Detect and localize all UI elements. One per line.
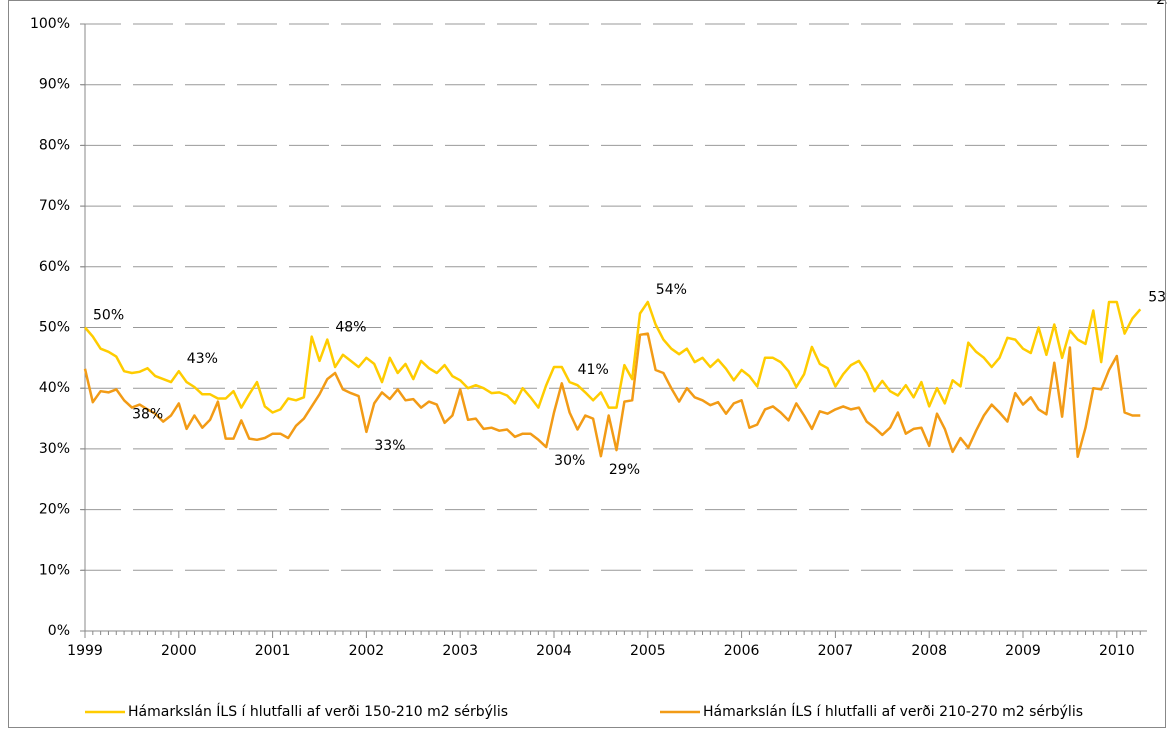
x-tick-label: 1999: [67, 643, 103, 659]
data-label: 53%: [1148, 289, 1167, 305]
series-line: [84, 300, 1142, 414]
x-tick-label: 2007: [818, 643, 854, 659]
x-tick-label: 2001: [255, 643, 291, 659]
data-label: 29%: [1156, 0, 1167, 8]
x-tick-label: 2009: [1005, 643, 1041, 659]
x-tick-label: 2003: [442, 643, 478, 659]
x-tick-label: 2006: [724, 643, 760, 659]
y-tick-label: 80%: [39, 137, 70, 153]
x-tick-label: 2000: [161, 643, 197, 659]
data-label: 38%: [132, 406, 163, 422]
y-tick-label: 30%: [39, 441, 70, 457]
y-tick-label: 70%: [39, 198, 70, 214]
data-label: 43%: [187, 351, 218, 367]
y-tick-label: 20%: [39, 502, 70, 518]
series-line: [83, 332, 1141, 459]
data-label: 50%: [93, 308, 124, 324]
y-tick-label: 0%: [48, 623, 70, 639]
y-tick-label: 40%: [39, 380, 70, 396]
y-tick-label: 100%: [30, 16, 70, 32]
y-tick-label: 50%: [39, 320, 70, 336]
legend-label: Hámarkslán ÍLS í hlutfalli af verði 150-…: [128, 703, 508, 720]
x-tick-label: 2002: [349, 643, 385, 659]
chart-border: [8, 0, 1166, 728]
y-tick-label: 10%: [39, 562, 70, 578]
x-tick-label: 2005: [630, 643, 666, 659]
data-label: 48%: [335, 320, 366, 336]
legend-label: Hámarkslán ÍLS í hlutfalli af verði 210-…: [703, 703, 1083, 720]
x-tick-label: 2004: [536, 643, 572, 659]
data-label: 54%: [656, 282, 687, 298]
x-tick-label: 2008: [911, 643, 947, 659]
data-label: 29%: [609, 462, 640, 478]
x-tick-label: 2010: [1099, 643, 1135, 659]
data-label: 33%: [374, 438, 405, 454]
data-label: 41%: [578, 362, 609, 378]
y-tick-label: 90%: [39, 77, 70, 93]
y-tick-label: 60%: [39, 259, 70, 275]
data-label: 30%: [554, 453, 585, 469]
